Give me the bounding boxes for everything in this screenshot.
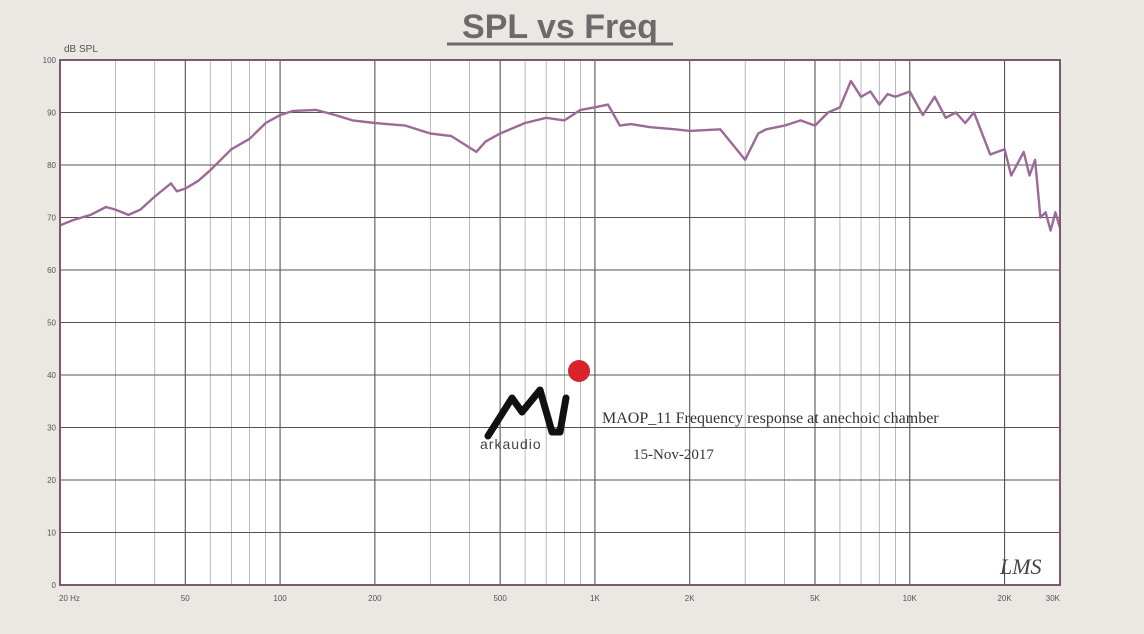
y-tick-label: 20 — [47, 476, 56, 485]
logo-wordmark: arkaudio — [480, 436, 542, 452]
x-tick-label: 20K — [997, 594, 1012, 603]
grid-lines — [60, 59, 1060, 586]
x-tick-label: 100 — [273, 594, 287, 603]
chart-annotation: MAOP_11 Frequency response at anechoic c… — [602, 410, 939, 427]
x-tick-label: 50 — [181, 594, 190, 603]
y-tick-label: 40 — [47, 371, 56, 380]
y-tick-label: 60 — [47, 266, 56, 275]
y-tick-label: 30 — [47, 424, 56, 433]
x-tick-label: 500 — [493, 594, 507, 603]
y-tick-label: 90 — [47, 109, 56, 118]
spl-curve — [59, 79, 1062, 232]
y-tick-label: 80 — [47, 161, 56, 170]
y-tick-label: 10 — [47, 529, 56, 538]
x-tick-labels: 20 Hz 50 100 200 500 1K 2K 5K 10K 20K 30K — [59, 594, 1061, 603]
y-axis-label: dB SPL — [64, 44, 98, 55]
x-tick-label: 200 — [368, 594, 382, 603]
x-tick-label: 5K — [810, 594, 820, 603]
y-tick-label: 50 — [47, 319, 56, 328]
lms-watermark: LMS — [999, 554, 1042, 579]
chart-title: SPL vs Freq — [462, 8, 658, 46]
x-tick-label: 20 Hz — [59, 594, 80, 603]
series-layer — [59, 79, 1062, 232]
y-tick-label: 100 — [43, 56, 57, 65]
brand-logo: arkaudio — [480, 360, 590, 452]
y-tick-label: 70 — [47, 214, 56, 223]
x-tick-label: 10K — [903, 594, 918, 603]
x-tick-label: 2K — [685, 594, 695, 603]
chart-date: 15-Nov-2017 — [633, 447, 714, 463]
y-tick-label: 0 — [52, 581, 57, 590]
x-tick-label: 1K — [590, 594, 600, 603]
logo-red-dot — [568, 360, 590, 382]
plot-frame — [59, 59, 1061, 586]
y-tick-labels: 0 10 20 30 40 50 60 70 80 90 100 — [43, 56, 57, 590]
x-tick-label: 30K — [1046, 594, 1061, 603]
logo-m-mark — [484, 386, 570, 440]
